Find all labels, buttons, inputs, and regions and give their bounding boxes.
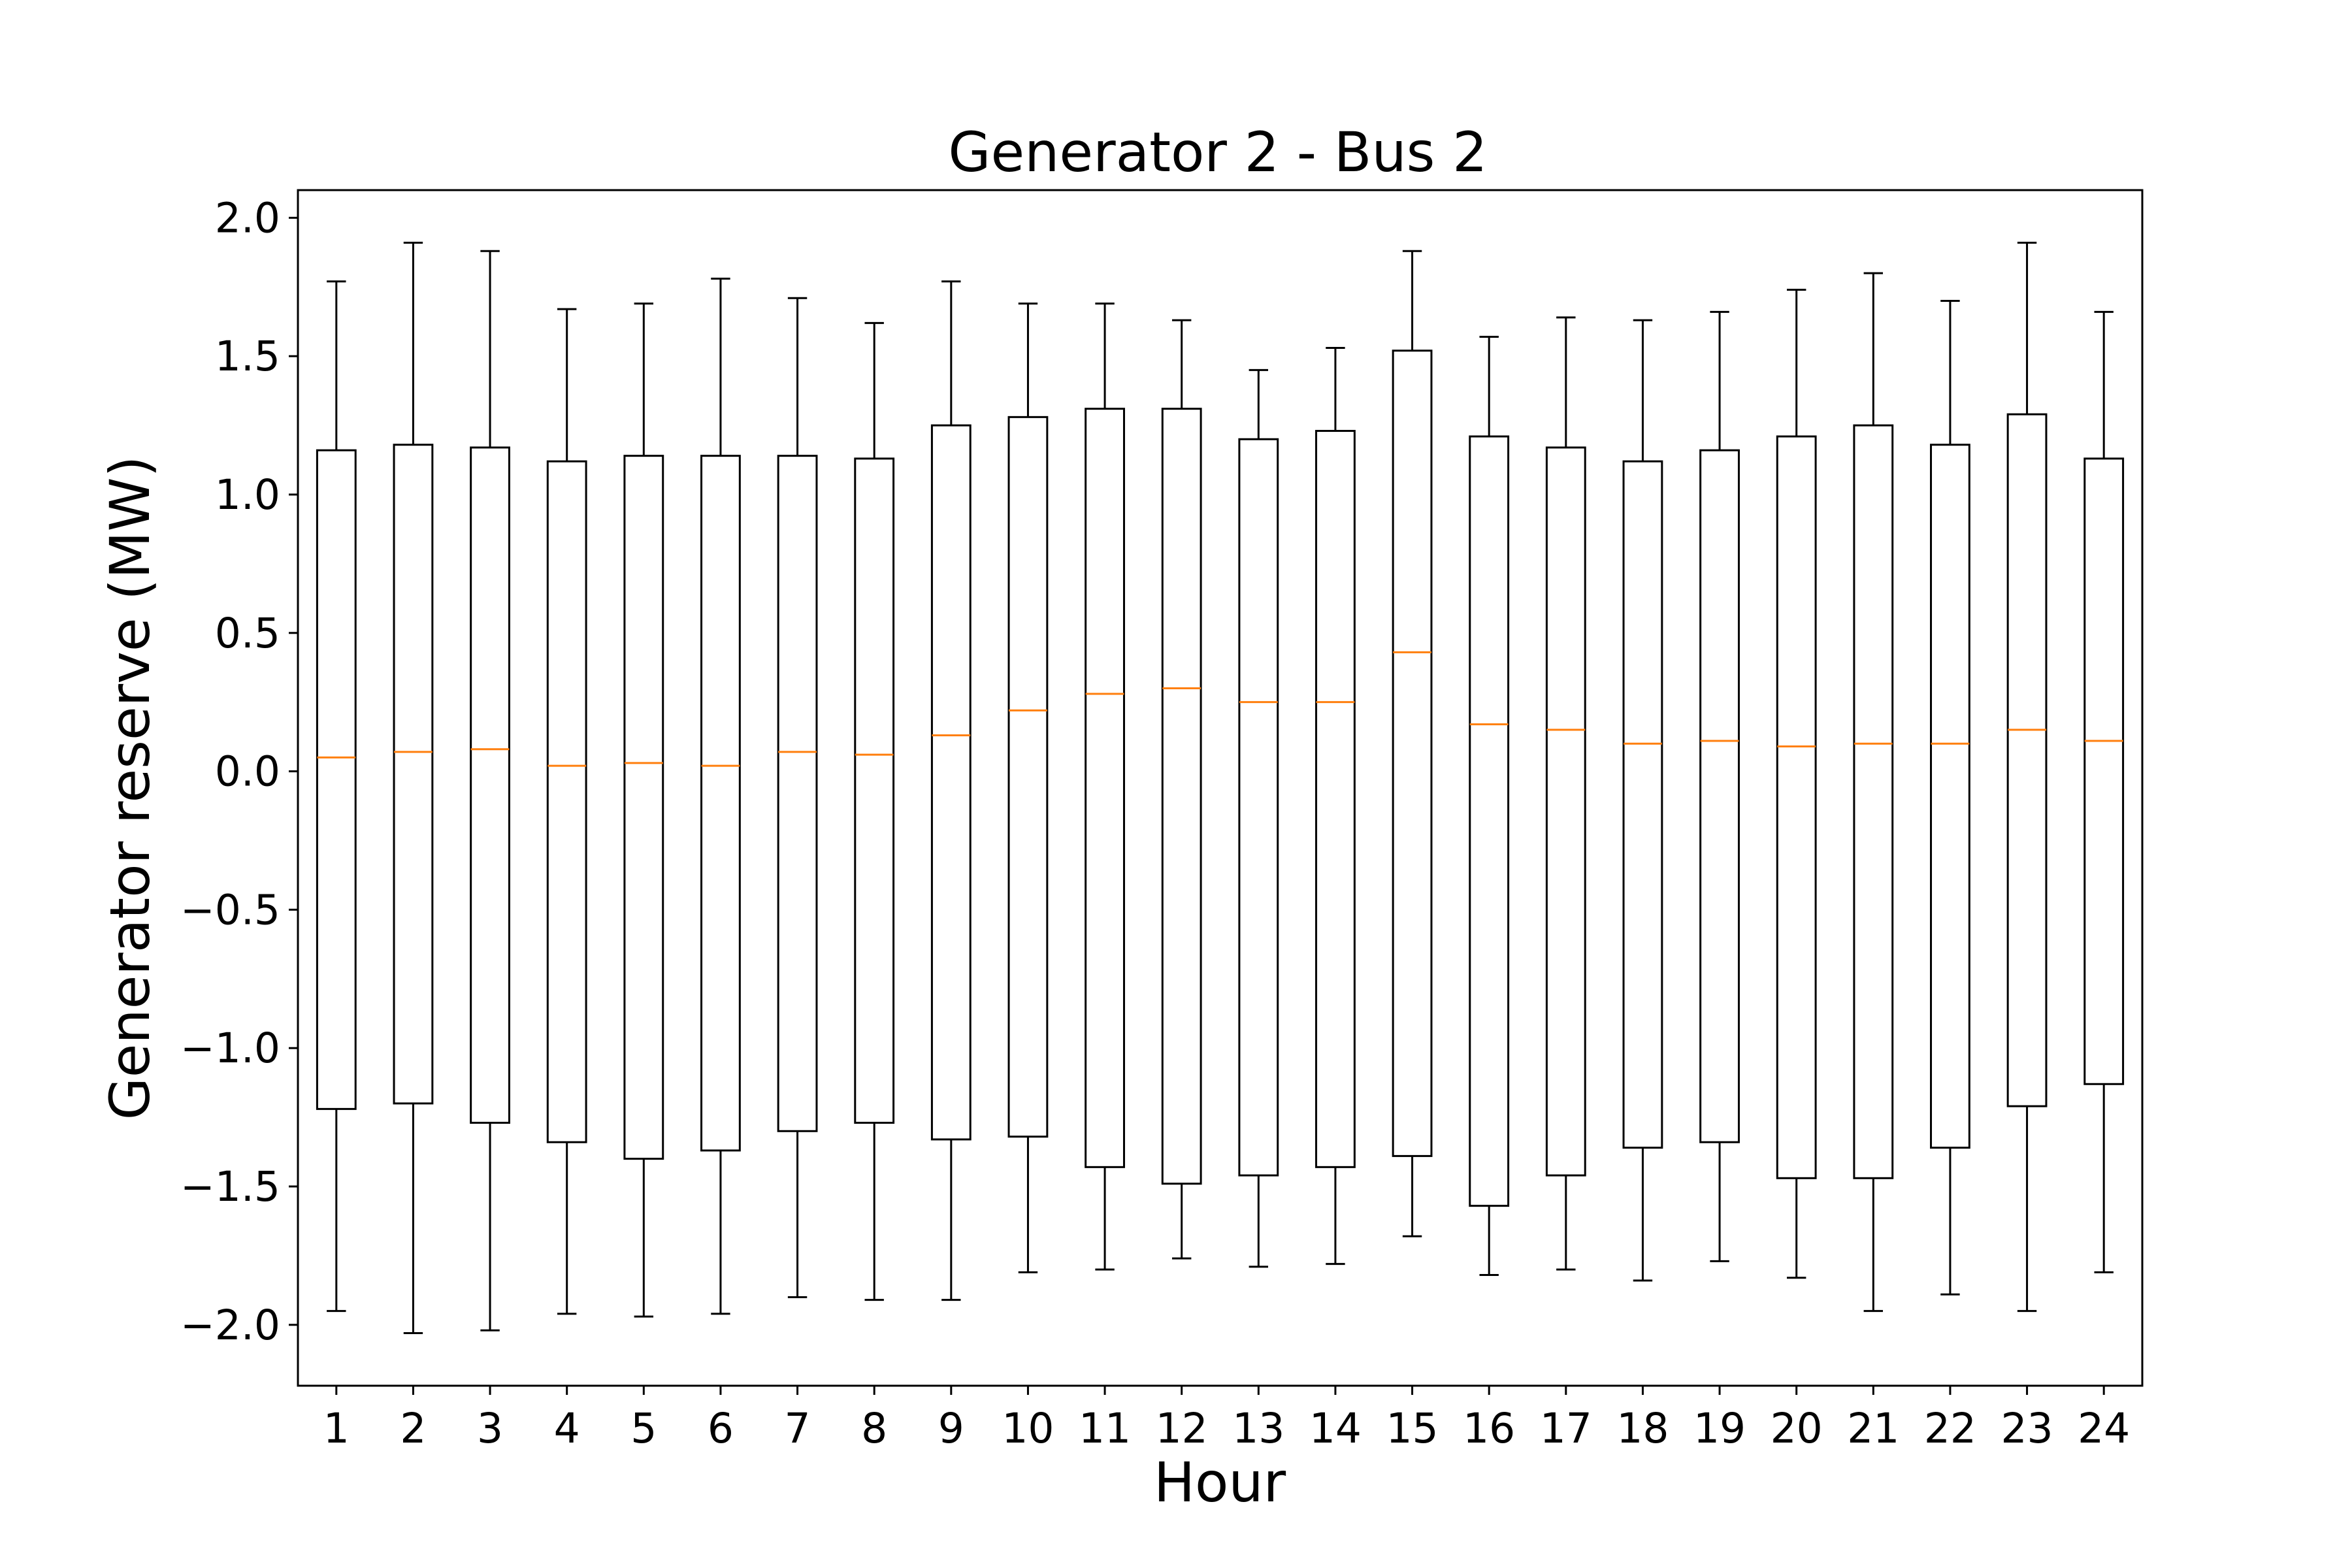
box-hour-20: [1776, 289, 1817, 1279]
x-tick-label: 2: [400, 1405, 426, 1452]
box-hour-16: [1469, 336, 1510, 1277]
box-hour-11: [1085, 302, 1125, 1271]
y-tick-label: 1.5: [215, 333, 280, 380]
x-tick-label: 4: [554, 1405, 580, 1452]
chart-title: Generator 2 - Bus 2: [948, 120, 1487, 184]
box-iqr: [1622, 460, 1663, 1149]
box-hour-24: [2083, 310, 2125, 1273]
y-tick-label: 1.0: [215, 471, 280, 519]
box-hour-22: [1930, 299, 1970, 1296]
box-iqr: [1238, 438, 1279, 1177]
x-tick-label: 10: [1002, 1405, 1054, 1452]
box-iqr: [1392, 350, 1433, 1157]
box-hour-3: [470, 250, 510, 1331]
box-hour-13: [1238, 368, 1279, 1268]
box-iqr: [777, 455, 818, 1132]
box-iqr: [623, 455, 664, 1160]
x-axis-ticks: 1 2 3 4 5 6 7 8 9 10 11 12 13 14 15 16 17 18 19 20 21 22 23 24: [323, 1386, 2130, 1452]
box-series: [316, 241, 2125, 1335]
y-tick-label: −0.5: [180, 886, 280, 934]
box-iqr: [546, 460, 587, 1143]
box-hour-1: [316, 280, 357, 1313]
x-tick-label: 14: [1309, 1405, 1362, 1452]
x-tick-label: 5: [630, 1405, 657, 1452]
x-axis-label: Hour: [1154, 1450, 1286, 1514]
box-iqr: [470, 446, 510, 1124]
x-tick-label: 8: [861, 1405, 887, 1452]
box-hour-15: [1392, 250, 1433, 1237]
box-hour-18: [1622, 319, 1663, 1282]
box-hour-10: [1007, 302, 1049, 1273]
x-tick-label: 1: [323, 1405, 350, 1452]
box-iqr: [1930, 444, 1970, 1149]
x-tick-label: 19: [1693, 1405, 1746, 1452]
box-iqr: [1776, 435, 1817, 1179]
box-iqr: [1315, 430, 1356, 1168]
box-iqr: [1469, 435, 1510, 1207]
box-iqr: [2006, 413, 2048, 1107]
box-hour-4: [546, 308, 587, 1315]
y-tick-label: −1.0: [180, 1024, 280, 1072]
box-iqr: [854, 457, 895, 1124]
x-tick-label: 21: [1847, 1405, 1899, 1452]
box-hour-8: [854, 321, 895, 1301]
box-hour-17: [1545, 316, 1586, 1271]
box-iqr: [1853, 424, 1894, 1179]
box-hour-19: [1699, 310, 1740, 1262]
x-tick-label: 11: [1079, 1405, 1131, 1452]
x-tick-label: 9: [938, 1405, 964, 1452]
x-tick-label: 17: [1540, 1405, 1592, 1452]
box-hour-21: [1853, 272, 1894, 1313]
box-iqr: [1161, 408, 1202, 1185]
x-tick-label: 16: [1463, 1405, 1515, 1452]
box-iqr: [1699, 449, 1740, 1143]
box-hour-14: [1315, 346, 1356, 1266]
y-tick-label: −1.5: [180, 1163, 280, 1211]
box-hour-5: [623, 302, 664, 1318]
x-tick-label: 12: [1156, 1405, 1208, 1452]
box-hour-6: [700, 278, 741, 1315]
y-axis-label: Generator reserve (MW): [98, 456, 162, 1120]
box-hour-2: [393, 241, 434, 1335]
box-iqr: [1545, 446, 1586, 1177]
box-hour-12: [1161, 319, 1202, 1260]
box-hour-7: [777, 297, 818, 1298]
box-iqr: [2083, 457, 2125, 1085]
x-tick-label: 13: [1232, 1405, 1284, 1452]
y-tick-label: 0.0: [215, 748, 280, 796]
box-hour-9: [930, 280, 972, 1301]
x-tick-label: 18: [1616, 1405, 1669, 1452]
box-iqr: [700, 455, 741, 1152]
y-tick-label: 0.5: [215, 610, 280, 657]
x-tick-label: 7: [785, 1405, 811, 1452]
x-tick-label: 15: [1386, 1405, 1438, 1452]
x-tick-label: 22: [1924, 1405, 1976, 1452]
box-iqr: [930, 424, 972, 1141]
box-hour-23: [2006, 241, 2048, 1313]
plot-area-frame: [297, 189, 2144, 1387]
x-tick-label: 23: [2001, 1405, 2053, 1452]
x-tick-label: 6: [708, 1405, 734, 1452]
box-iqr: [316, 449, 357, 1110]
box-iqr: [393, 444, 434, 1105]
box-iqr: [1085, 408, 1125, 1168]
x-tick-label: 20: [1771, 1405, 1823, 1452]
x-tick-label: 3: [477, 1405, 503, 1452]
y-tick-label: −2.0: [180, 1301, 280, 1349]
box-iqr: [1007, 416, 1049, 1138]
x-tick-label: 24: [2078, 1405, 2130, 1452]
y-axis-ticks: 2.0 1.5 1.0 0.5 0.0 −0.5 −1.0 −1.5 −2.0: [180, 194, 298, 1349]
y-tick-label: 2.0: [215, 194, 280, 242]
